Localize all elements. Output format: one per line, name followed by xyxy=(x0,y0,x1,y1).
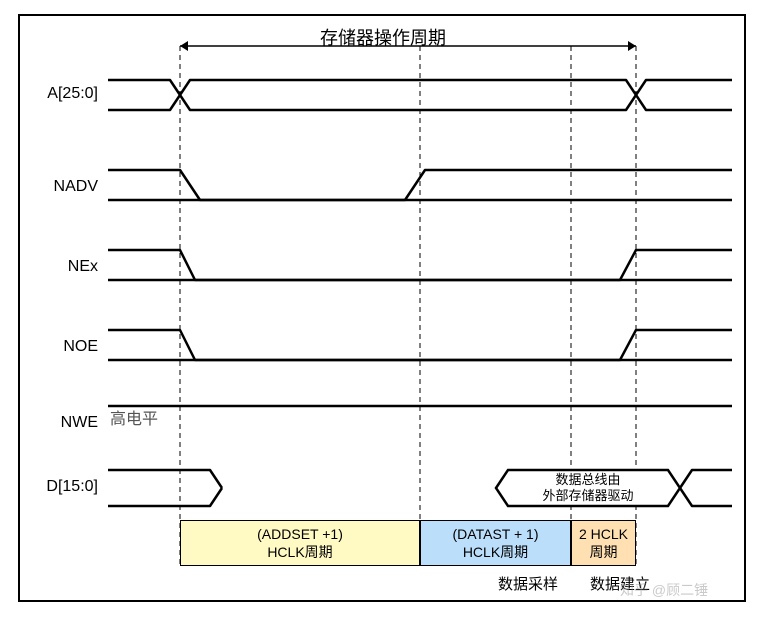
nwe-annotation: 高电平 xyxy=(110,410,158,429)
signal-label-D150: D[15:0] xyxy=(28,478,98,496)
phase-box-datast: (DATAST + 1)HCLK周期 xyxy=(420,520,571,566)
phase-line1: (DATAST + 1) xyxy=(421,525,570,543)
databus-box-text: 数据总线由外部存储器驱动 xyxy=(508,472,668,503)
phase-line2: HCLK周期 xyxy=(421,543,570,561)
phase-line2: 周期 xyxy=(572,543,635,561)
phase-line1: (ADDSET +1) xyxy=(181,525,419,543)
phase-line2: HCLK周期 xyxy=(181,543,419,561)
title: 存储器操作周期 xyxy=(320,24,446,50)
phase-box-addset: (ADDSET +1)HCLK周期 xyxy=(180,520,420,566)
signal-label-NEx: NEx xyxy=(28,258,98,276)
phase-box-hclk2: 2 HCLK周期 xyxy=(571,520,636,566)
signal-label-NWE: NWE xyxy=(28,414,98,432)
watermark: 知乎 @顾二锤 xyxy=(620,580,708,600)
signal-label-A250: A[25:0] xyxy=(28,85,98,103)
bottom-label-0: 数据采样 xyxy=(498,576,558,594)
signal-label-NADV: NADV xyxy=(28,178,98,196)
signal-label-NOE: NOE xyxy=(28,338,98,356)
phase-line1: 2 HCLK xyxy=(572,525,635,543)
